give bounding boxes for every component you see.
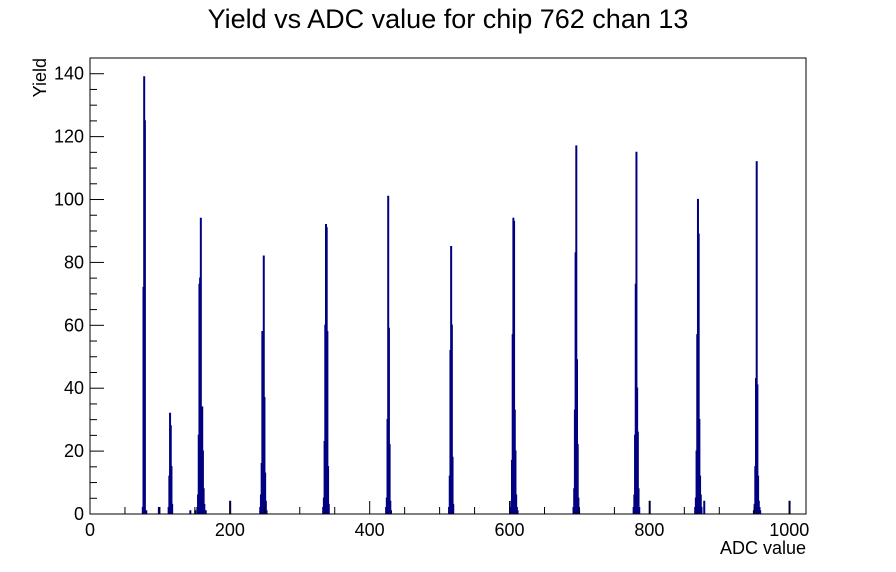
histogram-bin	[576, 444, 579, 514]
x-tick-label: 200	[215, 520, 245, 540]
plot-frame	[89, 57, 807, 515]
x-tick-label: 400	[355, 520, 385, 540]
axis-ticks: 0 200 400 600 800 1000 0 20 40 60 80 100 120 140	[54, 57, 809, 540]
histogram-bin	[638, 507, 641, 514]
y-axis-label: Yield	[30, 58, 50, 97]
histogram-bins	[141, 76, 791, 514]
histogram-bin	[756, 384, 759, 514]
histogram-bin	[515, 494, 518, 514]
histogram-bin	[576, 359, 579, 514]
histogram-bin	[697, 233, 700, 514]
histogram-bin	[451, 456, 454, 514]
histogram-bin	[203, 503, 206, 514]
histogram-bin	[265, 510, 268, 514]
chart-title: Yield vs ADC value for chip 762 chan 13	[208, 4, 689, 34]
histogram-bin	[202, 488, 205, 514]
histogram-bin	[637, 488, 640, 514]
y-tick-label: 80	[64, 252, 84, 272]
x-tick-label: 800	[634, 520, 664, 540]
histogram-bin	[204, 510, 207, 514]
histogram-bin	[143, 120, 146, 514]
histogram-bin	[171, 503, 174, 514]
histogram-bin	[390, 510, 393, 514]
histogram-bin	[264, 500, 267, 514]
histogram-bin	[170, 466, 173, 514]
histogram-bin	[757, 475, 760, 514]
histogram-bin	[755, 161, 758, 514]
histogram-bin	[575, 145, 578, 514]
histogram-bin	[145, 510, 148, 514]
y-tick-label: 20	[64, 441, 84, 461]
histogram-bin	[199, 217, 202, 514]
histogram-bin	[262, 255, 265, 514]
histogram-bin	[326, 330, 329, 514]
histogram-bin	[635, 151, 638, 514]
y-tick-label: 120	[54, 127, 84, 147]
y-tick-label: 140	[54, 64, 84, 84]
histogram-bin	[516, 510, 519, 514]
histogram-bin	[157, 507, 160, 514]
y-tick-label: 100	[54, 190, 84, 210]
histogram-bin	[327, 466, 330, 514]
y-tick-label: 60	[64, 315, 84, 335]
histogram-bin	[452, 503, 455, 514]
histogram-bin	[513, 220, 516, 514]
histogram-bin	[388, 444, 391, 514]
y-tick-label: 40	[64, 378, 84, 398]
histogram-bin	[703, 500, 706, 514]
x-tick-label: 1000	[769, 520, 809, 540]
histogram-bin	[514, 450, 517, 514]
histogram-bin	[450, 324, 453, 514]
histogram-bin	[201, 450, 204, 514]
histogram-bin	[389, 500, 392, 514]
histogram-bin	[759, 510, 762, 514]
y-tick-label: 0	[74, 504, 84, 524]
histogram-bin	[700, 507, 703, 514]
histogram-bin	[327, 503, 330, 514]
histogram-bin	[264, 472, 267, 514]
x-tick-label: 600	[495, 520, 525, 540]
histogram-bin	[698, 419, 701, 514]
histogram-bin	[387, 327, 390, 514]
histogram-bin	[189, 510, 192, 514]
histogram-bin	[263, 396, 266, 514]
x-axis-label: ADC value	[720, 538, 806, 558]
x-tick-label: 0	[85, 520, 95, 540]
histogram-bin	[699, 494, 702, 514]
histogram-bin	[577, 497, 580, 514]
histogram-bin	[636, 431, 639, 514]
